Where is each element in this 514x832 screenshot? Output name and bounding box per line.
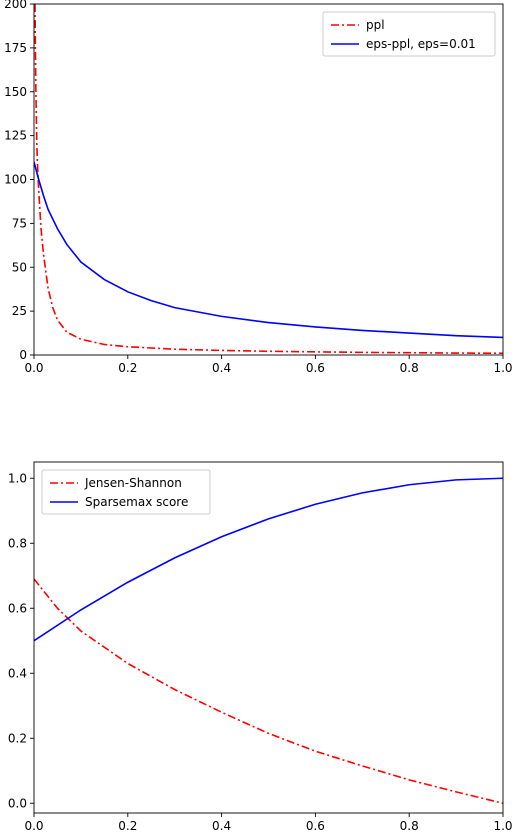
x-tick-label: 0.8 — [400, 819, 419, 832]
chart-1: 0.0 0.2 0.4 0.6 0.8 1.0 0 25 50 75 100 125 150 175 200… — [4, 0, 512, 375]
x-tick-label: 0.6 — [306, 361, 325, 375]
series-line-2 — [34, 161, 503, 339]
y-tick-label: 0.8 — [8, 536, 27, 550]
x-tick-label: 0.0 — [24, 819, 43, 832]
x-tick-label: 0.0 — [24, 361, 43, 375]
legend-label: ppl — [366, 18, 385, 32]
y-tick-label: 200 — [4, 0, 27, 11]
y-tick-label: 75 — [12, 216, 27, 230]
axes-frame — [33, 461, 504, 814]
y-tick-label: 175 — [4, 41, 27, 55]
legend-label: Sparsemax score — [85, 495, 188, 509]
y-tick-label: 25 — [12, 304, 27, 318]
x-tick-label: 0.4 — [212, 819, 231, 832]
legend-label: eps-ppl, eps=0.01 — [366, 37, 476, 51]
series-line-1 — [34, 578, 503, 805]
y-tick-label: 1.0 — [8, 471, 27, 485]
y-tick-label: 125 — [4, 129, 27, 143]
y-tick-label: 0.4 — [8, 666, 27, 680]
y-tick-label: 0.6 — [8, 601, 27, 615]
y-tick-label: 0.0 — [8, 796, 27, 810]
y-tick-label: 150 — [4, 85, 27, 99]
y-tick-label: 0.2 — [8, 731, 27, 745]
series-line-2 — [34, 477, 503, 642]
legend: Jensen-Shannon Sparsemax score — [41, 469, 211, 515]
chart-2: 0.0 0.2 0.4 0.6 0.8 1.0 0.0 0.2 0.4 0.6 0.8 1.0 Jens… — [8, 461, 513, 832]
y-tick-label: 0 — [19, 348, 27, 362]
x-tick-label: 0.6 — [306, 819, 325, 832]
x-tick-label: 0.4 — [212, 361, 231, 375]
legend: ppl eps-ppl, eps=0.01 — [322, 11, 496, 57]
y-tick-label: 100 — [4, 173, 27, 187]
x-tick-label: 1.0 — [493, 819, 512, 832]
axes-frame — [33, 3, 504, 356]
x-tick-label: 1.0 — [493, 361, 512, 375]
legend-label: Jensen-Shannon — [84, 476, 182, 490]
x-tick-label: 0.2 — [118, 361, 137, 375]
x-tick-label: 0.8 — [400, 361, 419, 375]
x-tick-label: 0.2 — [118, 819, 137, 832]
y-tick-label: 50 — [12, 260, 27, 274]
